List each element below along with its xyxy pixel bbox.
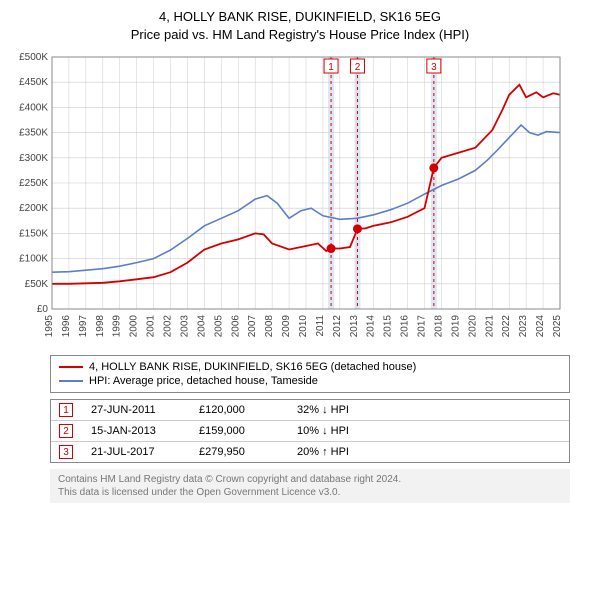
svg-text:£250K: £250K [19, 178, 48, 189]
title-block: 4, HOLLY BANK RISE, DUKINFIELD, SK16 5EG… [10, 8, 590, 43]
legend-swatch-red [59, 366, 83, 368]
svg-text:£450K: £450K [19, 77, 48, 88]
transactions-table: 1 27-JUN-2011 £120,000 32% ↓ HPI 2 15-JA… [50, 399, 570, 463]
svg-text:2017: 2017 [417, 315, 428, 338]
svg-text:2015: 2015 [383, 315, 394, 338]
transaction-date: 27-JUN-2011 [91, 404, 181, 416]
transaction-delta: 32% ↓ HPI [297, 404, 349, 416]
svg-text:£150K: £150K [19, 228, 48, 239]
svg-text:2022: 2022 [501, 315, 512, 338]
legend-row-blue: HPI: Average price, detached house, Tame… [59, 374, 561, 388]
table-row: 3 21-JUL-2017 £279,950 20% ↑ HPI [51, 441, 569, 462]
svg-text:3: 3 [431, 62, 437, 73]
transaction-price: £279,950 [199, 446, 279, 458]
svg-text:2011: 2011 [315, 315, 326, 337]
svg-text:2016: 2016 [400, 315, 411, 338]
svg-text:2007: 2007 [247, 315, 258, 338]
transaction-badge: 3 [59, 445, 73, 459]
svg-text:£300K: £300K [19, 153, 48, 164]
legend-label-red: 4, HOLLY BANK RISE, DUKINFIELD, SK16 5EG… [89, 361, 416, 373]
svg-text:2009: 2009 [281, 315, 292, 338]
attribution-line: This data is licensed under the Open Gov… [58, 486, 562, 499]
svg-text:2014: 2014 [366, 315, 377, 338]
transaction-delta: 10% ↓ HPI [297, 425, 349, 437]
svg-text:2013: 2013 [349, 315, 360, 338]
svg-text:£500K: £500K [19, 52, 48, 63]
svg-text:2000: 2000 [129, 315, 140, 338]
svg-text:2023: 2023 [518, 315, 529, 338]
svg-text:£50K: £50K [25, 279, 49, 290]
transaction-delta: 20% ↑ HPI [297, 446, 349, 458]
svg-text:2019: 2019 [450, 315, 461, 338]
svg-text:2008: 2008 [264, 315, 275, 338]
svg-text:£350K: £350K [19, 128, 48, 139]
transaction-date: 15-JAN-2013 [91, 425, 181, 437]
chart: £0 £50K £100K £150K £200K £250K £300K £350K £400… [10, 49, 590, 349]
svg-text:2006: 2006 [230, 315, 241, 338]
transaction-price: £159,000 [199, 425, 279, 437]
transaction-badge: 2 [59, 424, 73, 438]
transaction-date: 21-JUL-2017 [91, 446, 181, 458]
legend-label-blue: HPI: Average price, detached house, Tame… [89, 375, 318, 387]
svg-text:2004: 2004 [196, 315, 207, 338]
svg-text:1998: 1998 [95, 315, 106, 338]
svg-text:1: 1 [328, 62, 334, 73]
svg-text:2020: 2020 [467, 315, 478, 338]
svg-text:2001: 2001 [146, 315, 157, 338]
chart-container: 4, HOLLY BANK RISE, DUKINFIELD, SK16 5EG… [0, 0, 600, 513]
svg-text:2003: 2003 [179, 315, 190, 338]
legend: 4, HOLLY BANK RISE, DUKINFIELD, SK16 5EG… [50, 355, 570, 393]
chart-svg: £0 £50K £100K £150K £200K £250K £300K £350K £400… [10, 49, 570, 349]
attribution: Contains HM Land Registry data © Crown c… [50, 469, 570, 503]
svg-text:£100K: £100K [19, 254, 48, 265]
svg-text:1996: 1996 [61, 315, 72, 338]
svg-text:2018: 2018 [433, 315, 444, 338]
table-row: 1 27-JUN-2011 £120,000 32% ↓ HPI [51, 400, 569, 420]
legend-swatch-blue [59, 380, 83, 382]
svg-text:£200K: £200K [19, 203, 48, 214]
transaction-price: £120,000 [199, 404, 279, 416]
transaction-badge: 1 [59, 403, 73, 417]
svg-text:1997: 1997 [78, 315, 89, 338]
table-row: 2 15-JAN-2013 £159,000 10% ↓ HPI [51, 420, 569, 441]
attribution-line: Contains HM Land Registry data © Crown c… [58, 473, 562, 486]
svg-text:1999: 1999 [112, 315, 123, 338]
legend-row-red: 4, HOLLY BANK RISE, DUKINFIELD, SK16 5EG… [59, 360, 561, 374]
title-address: 4, HOLLY BANK RISE, DUKINFIELD, SK16 5EG [10, 8, 590, 26]
svg-text:2025: 2025 [552, 315, 563, 338]
svg-text:2012: 2012 [332, 315, 343, 338]
svg-text:2005: 2005 [213, 315, 224, 338]
svg-text:2024: 2024 [535, 315, 546, 338]
svg-text:2002: 2002 [163, 315, 174, 338]
svg-text:£0: £0 [37, 304, 49, 315]
svg-text:2: 2 [355, 62, 361, 73]
svg-text:£400K: £400K [19, 102, 48, 113]
svg-text:1995: 1995 [44, 315, 55, 338]
svg-text:2021: 2021 [484, 315, 495, 338]
title-subtitle: Price paid vs. HM Land Registry's House … [10, 26, 590, 44]
svg-text:2010: 2010 [298, 315, 309, 338]
